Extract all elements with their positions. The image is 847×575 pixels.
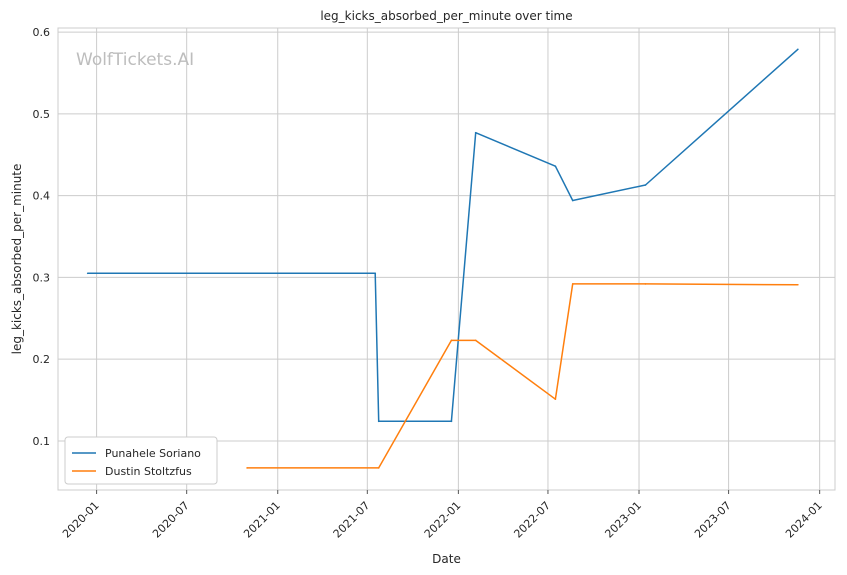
legend-label: Dustin Stoltzfus [105,465,192,478]
x-axis-ticks: 2020-01 2020-07 2021-01 2021-07 2022-01 2022-… [60,490,825,541]
data-point [571,199,574,202]
data-point [644,283,647,285]
data-point [374,272,377,275]
y-axis-ticks: 0.1 0.2 0.3 0.4 0.5 0.6 [33,26,51,448]
series-line [247,283,798,469]
x-axis-label: Date [432,552,461,566]
x-tick-label: 2020-01 [60,499,102,541]
data-point [450,420,453,423]
y-axis-label: leg_kicks_absorbed_per_minute [10,164,24,355]
y-tick-label: 0.3 [33,271,51,284]
x-tick-label: 2023-07 [692,499,734,541]
data-point [644,184,647,186]
data-point [571,283,574,285]
data-point [377,420,380,423]
y-tick-label: 0.5 [33,108,51,121]
x-tick-label: 2021-01 [241,499,283,541]
x-tick-label: 2020-07 [150,499,192,541]
x-tick-label: 2021-07 [331,499,373,541]
x-tick-label: 2022-07 [511,499,553,541]
y-tick-label: 0.2 [33,353,51,366]
series-1 [86,48,799,423]
data-point [246,467,248,469]
data-point [377,467,380,469]
legend: Punahele Soriano Dustin Stoltzfus [64,436,218,485]
x-tick-label: 2022-01 [422,499,464,541]
series-lines [86,48,799,469]
chart-title: leg_kicks_absorbed_per_minute over time [320,9,572,23]
data-point [474,131,477,134]
data-point [450,339,453,342]
x-tick-label: 2024-01 [783,499,825,541]
data-point [86,272,89,275]
data-point [474,339,477,342]
plot-frame [57,27,836,491]
y-tick-label: 0.4 [33,190,51,203]
data-point [554,398,557,401]
watermark: WolfTickets.AI [76,50,194,70]
legend-box [64,436,218,485]
grid [58,28,835,490]
series-2 [246,283,799,469]
y-tick-label: 0.6 [33,26,51,39]
x-tick-label: 2023-01 [602,499,644,541]
data-point [554,165,557,167]
data-point [797,283,799,286]
data-point [797,48,799,51]
y-tick-label: 0.1 [33,435,51,448]
legend-label: Punahele Soriano [105,447,201,460]
plot-background [58,28,835,490]
